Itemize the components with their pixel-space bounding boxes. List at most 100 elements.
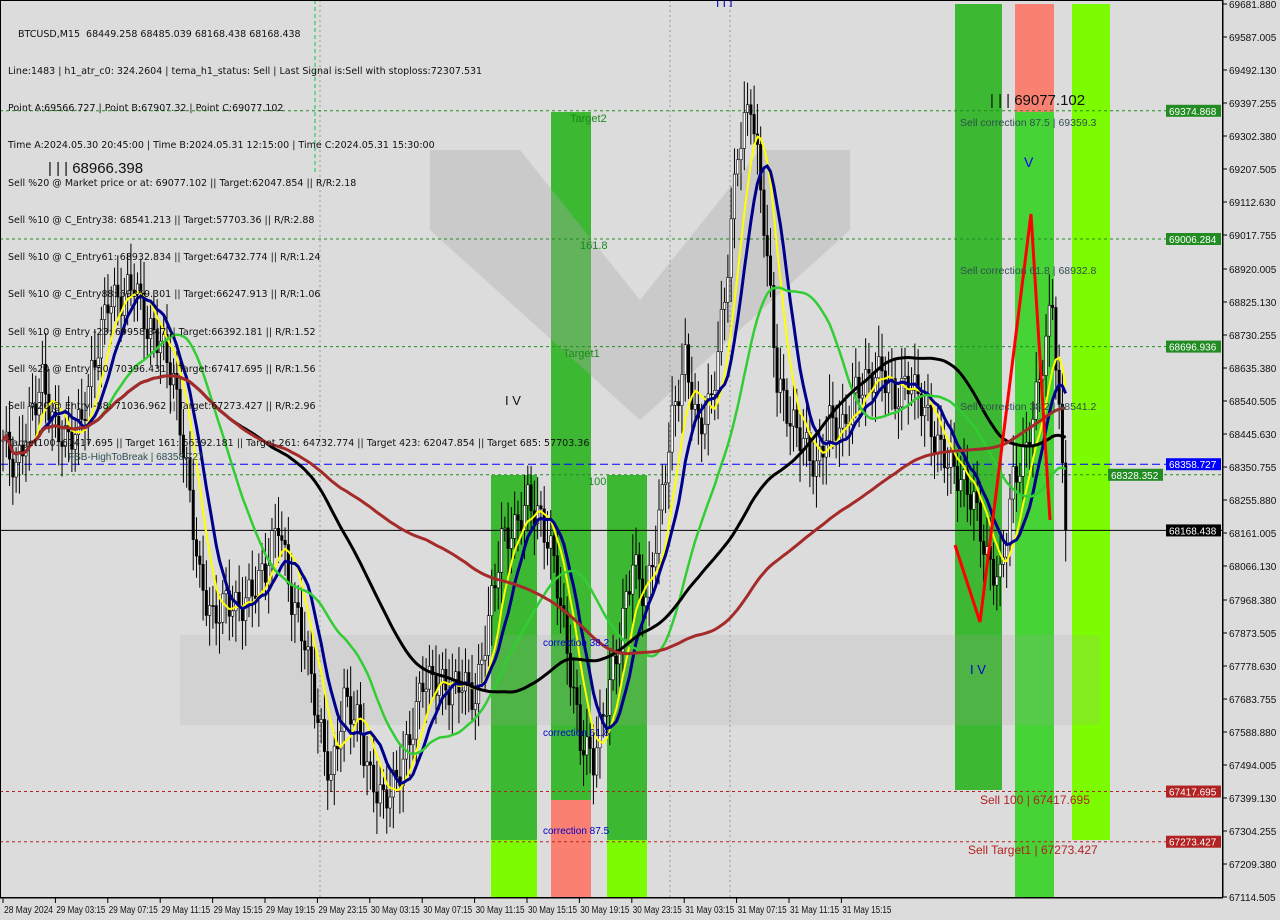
- candle-body: [14, 462, 18, 478]
- candle-body: [969, 494, 973, 510]
- candle-body: [1064, 462, 1068, 531]
- candle-body: [175, 373, 179, 390]
- candle-body: [355, 704, 359, 721]
- candle-body: [290, 583, 294, 616]
- x-tick-label: 30 May 11:15: [476, 905, 525, 916]
- candle-body: [345, 687, 349, 697]
- x-tick-label: 31 May 03:15: [685, 905, 734, 916]
- candle-body: [431, 665, 435, 676]
- candle-body: [759, 144, 763, 191]
- y-tick-label: 67399.130: [1229, 794, 1277, 805]
- candle-body: [483, 655, 487, 661]
- candle-body: [129, 274, 133, 291]
- candle-body: [549, 535, 553, 549]
- candle-body: [805, 432, 809, 439]
- time-axis: 28 May 2024 29 May 03:15 29 May 07:15 29 Ma…: [2, 898, 892, 916]
- candle-body: [142, 292, 146, 330]
- candle-body: [470, 682, 474, 710]
- candle-body: [762, 189, 766, 236]
- candle-body: [477, 664, 481, 705]
- candle-body: [375, 791, 379, 804]
- candle-body: [818, 445, 822, 462]
- candle-body: [414, 701, 418, 740]
- candle-body: [693, 403, 697, 410]
- candle-body: [614, 655, 618, 665]
- candle-body: [936, 434, 940, 454]
- y-tick-label: 69492.130: [1229, 66, 1277, 77]
- candle-body: [309, 646, 313, 675]
- wave-iv-label: I V: [970, 662, 986, 677]
- candle-body: [37, 391, 41, 416]
- y-tick-label: 67209.380: [1229, 860, 1277, 871]
- candle-body: [513, 514, 517, 539]
- candle-body: [992, 558, 996, 586]
- candle-body: [1015, 466, 1019, 483]
- candle-body: [296, 602, 300, 608]
- candle-body: [700, 417, 704, 435]
- candle-body: [660, 484, 664, 511]
- y-tick-label: 69397.255: [1229, 99, 1277, 110]
- candle-body: [339, 731, 343, 750]
- candle-body: [778, 378, 782, 393]
- moving-average-line: [1, 374, 1066, 656]
- candle-body: [667, 451, 671, 484]
- x-tick-label: 29 May 03:15: [56, 905, 105, 916]
- candle-body: [493, 585, 497, 589]
- candle-body: [332, 745, 336, 775]
- candle-body: [303, 640, 307, 651]
- candle-body: [939, 434, 943, 440]
- candle-body: [204, 590, 208, 616]
- candle-body: [637, 554, 641, 580]
- candle-body: [231, 610, 235, 617]
- candle-body: [385, 789, 389, 809]
- candle-body: [896, 406, 900, 410]
- candle-body: [277, 528, 281, 536]
- candle-body: [306, 646, 310, 651]
- candle-body: [929, 404, 933, 438]
- candle-body: [595, 747, 599, 776]
- candle-body: [391, 769, 395, 798]
- info-line: Sell %20 @ Entry -88: 71036.962 || Targe…: [8, 401, 316, 412]
- wave-iv-label: I V: [505, 393, 521, 408]
- candle-body: [191, 489, 195, 540]
- info-line: Sell %10 @ Entry -23: 69958.347 || Targe…: [8, 326, 316, 338]
- candle-body: [955, 466, 959, 491]
- sell-correction-38-label: Sell correction 38.2 | 68541.2: [960, 401, 1097, 413]
- candle-body: [11, 458, 15, 478]
- candle-body: [263, 563, 267, 583]
- candle-body: [900, 378, 904, 408]
- candle-body: [742, 112, 746, 149]
- candle-body: [362, 733, 366, 766]
- candle-body: [427, 665, 431, 690]
- info-line: Time A:2024.05.30 20:45:00 | Time B:2024…: [8, 140, 435, 152]
- x-tick-label: 30 May 07:15: [423, 905, 472, 916]
- candle-body: [168, 362, 172, 386]
- candle-body: [732, 173, 736, 220]
- x-tick-label: 30 May 15:15: [528, 905, 577, 916]
- candle-body: [788, 423, 792, 427]
- x-tick-label: 29 May 11:15: [161, 905, 210, 916]
- moving-averages: [1, 135, 1068, 792]
- candle-body: [529, 484, 533, 512]
- y-tick-label: 67873.505: [1229, 629, 1277, 640]
- candle-body: [250, 579, 254, 597]
- candle-body: [654, 552, 658, 568]
- y-tick-label: 69112.630: [1229, 198, 1276, 209]
- y-tick-label: 68350.755: [1229, 463, 1277, 474]
- candle-body: [516, 514, 520, 521]
- candle-body: [467, 672, 471, 683]
- candle-body: [500, 528, 504, 573]
- x-tick-label: 29 May 07:15: [109, 905, 158, 916]
- candle-body: [933, 436, 937, 454]
- zone-lime: [1072, 4, 1110, 840]
- candle-body: [883, 370, 887, 394]
- candle-body: [352, 719, 356, 725]
- x-tick-label: 30 May 19:15: [580, 905, 629, 916]
- candle-body: [152, 318, 156, 330]
- y-tick-label: 68730.255: [1229, 331, 1277, 342]
- candle-body: [404, 734, 408, 760]
- candle-body: [814, 460, 818, 477]
- watermark-logo-mark: [430, 150, 850, 420]
- candle-body: [795, 409, 799, 429]
